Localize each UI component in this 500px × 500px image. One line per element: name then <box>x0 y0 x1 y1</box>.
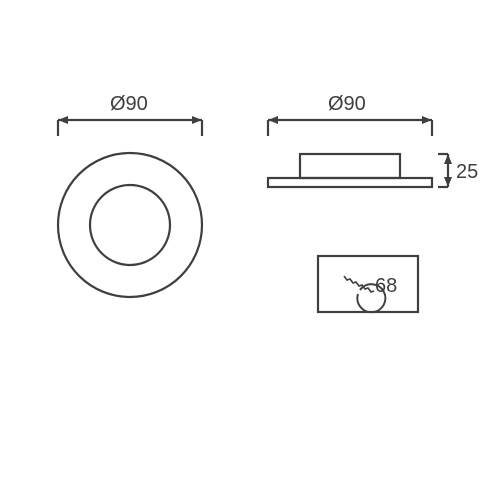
side-body <box>300 154 400 178</box>
dim-label-top: Ø90 <box>110 93 148 115</box>
dim-height <box>438 154 452 187</box>
top-view: Ø90 <box>58 93 202 297</box>
cutout-label: 68 <box>375 275 397 297</box>
side-view: Ø90 25 <box>268 93 478 187</box>
dim-label-side: Ø90 <box>328 93 366 115</box>
inner-circle <box>90 185 170 265</box>
cutout-spec: 68 <box>318 256 418 312</box>
dim-diameter-top <box>58 116 202 136</box>
dim-label-height: 25 <box>456 161 478 183</box>
side-flange <box>268 178 432 187</box>
technical-drawing: Ø90 Ø90 25 68 <box>0 0 500 500</box>
dim-diameter-side <box>268 116 432 136</box>
outer-circle <box>58 153 202 297</box>
